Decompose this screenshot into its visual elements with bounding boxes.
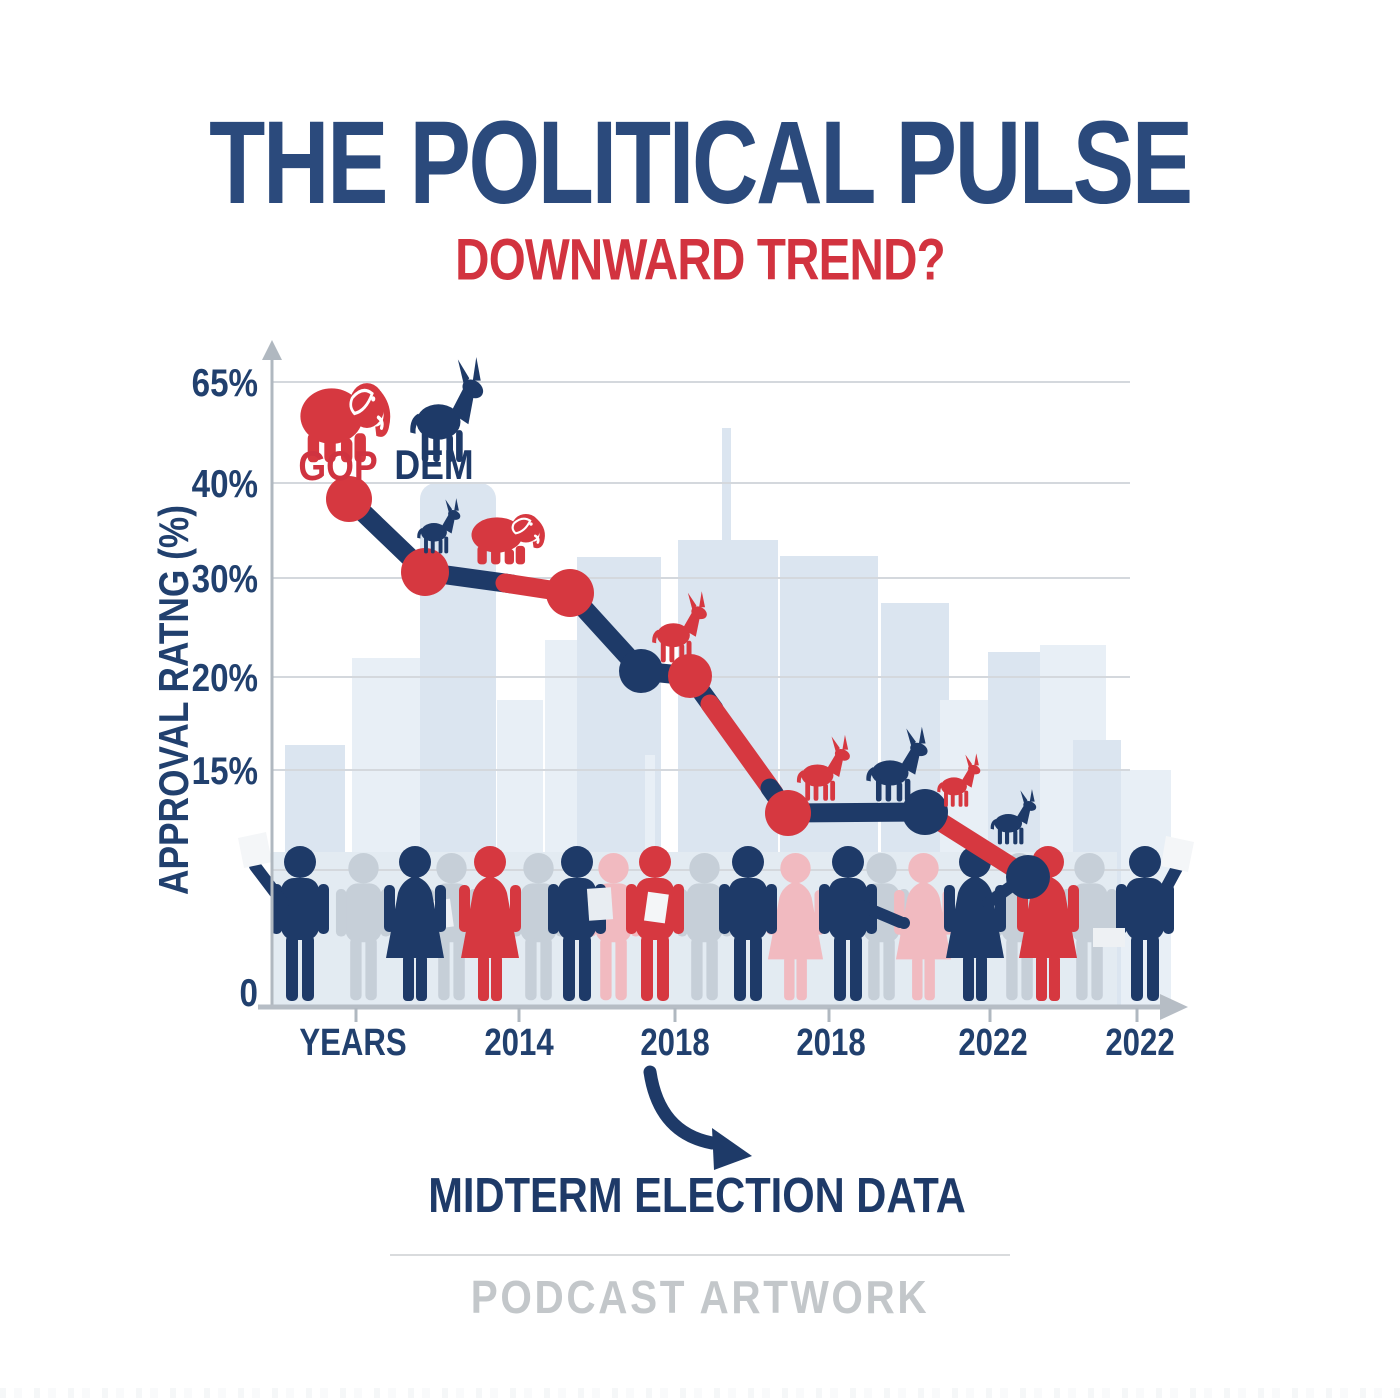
legend-gop-label: GOP	[298, 442, 378, 489]
y-tick-label: 30%	[191, 558, 258, 601]
y-axis-arrow-icon	[262, 340, 282, 360]
y-tick-label: 40%	[191, 463, 258, 506]
axes	[258, 340, 1188, 1022]
x-tick-label: 2022	[958, 1022, 1028, 1064]
divider	[390, 1254, 1010, 1256]
x-tick-label: 2018	[640, 1022, 710, 1064]
page-subtitle: DOWNWARD TREND?	[455, 227, 945, 293]
y-tick-label: 0	[239, 972, 258, 1015]
y-tick-label: 15%	[191, 750, 258, 793]
y-tick-label: 20%	[191, 657, 258, 700]
ballot-paper-icon	[238, 832, 272, 868]
curved-trend-arrow-icon	[643, 1065, 752, 1170]
ballot-paper-icon	[1161, 836, 1194, 872]
annotation-label: MIDTERM ELECTION DATA	[428, 1169, 966, 1223]
bottom-ghost-strip	[0, 1388, 1400, 1398]
trend-points	[326, 476, 1050, 899]
x-tick-label: 2018	[796, 1022, 866, 1064]
page-title: THE POLITICAL PULSE	[209, 97, 1193, 229]
paper-icon	[644, 891, 669, 924]
tablet-icon	[586, 887, 614, 921]
x-tick-label: 2022	[1105, 1022, 1175, 1064]
y-tick-label: 65%	[191, 362, 258, 405]
x-tick-label: YEARS	[299, 1022, 407, 1064]
legend-dem-label: DEM	[394, 441, 474, 488]
watermark-label: PODCAST ARTWORK	[470, 1271, 930, 1323]
elephant-icon	[470, 512, 547, 566]
x-axis-arrow-icon	[1160, 994, 1188, 1020]
paper-icon	[1093, 928, 1125, 947]
x-tick-label: 2014	[484, 1022, 554, 1064]
